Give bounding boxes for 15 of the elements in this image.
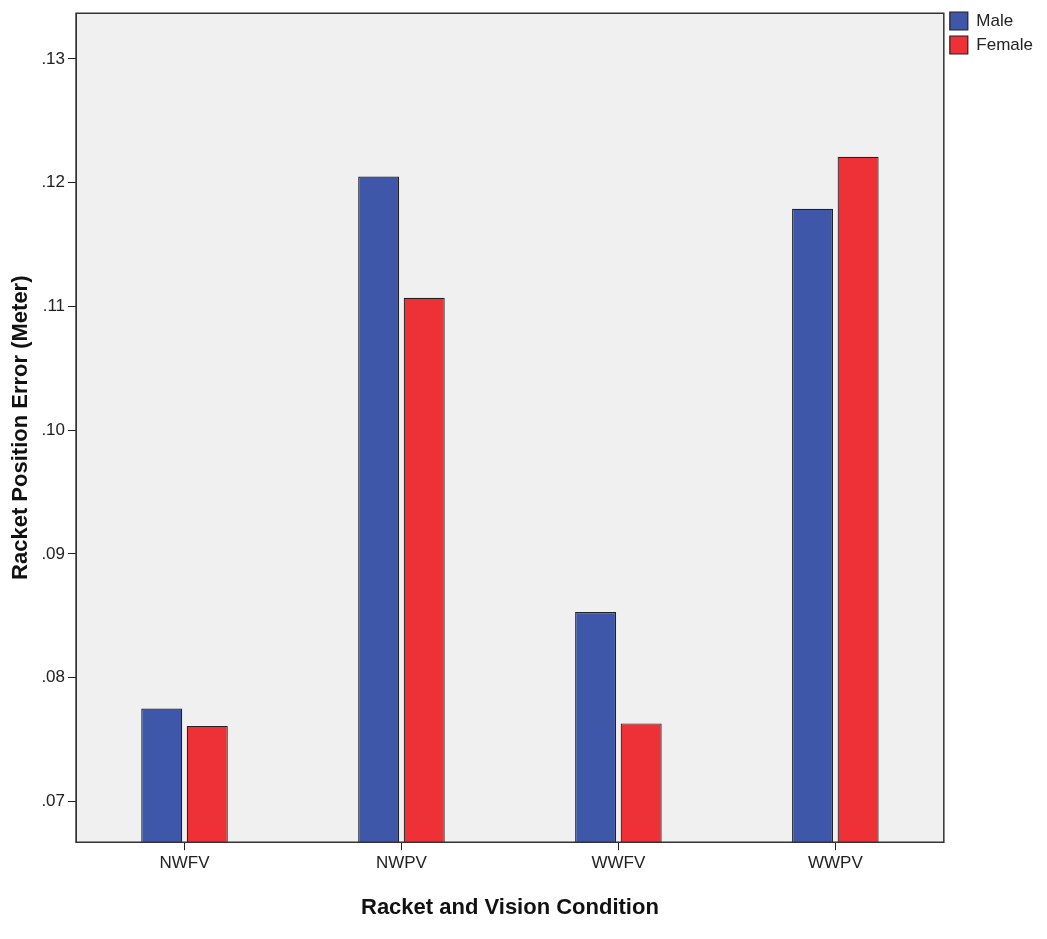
x-tick-label: WWFV xyxy=(591,853,646,873)
y-axis-title: Racket Position Error (Meter) xyxy=(7,275,33,580)
y-tick-label: .08 xyxy=(41,667,66,687)
x-tick-label: NWFV xyxy=(159,853,211,873)
x-axis-title: Racket and Vision Condition xyxy=(360,893,659,919)
y-tick-label: .10 xyxy=(41,419,66,439)
y-tick-label: .07 xyxy=(41,791,66,811)
x-tick-label: NWPV xyxy=(375,853,428,873)
y-tick-label: .09 xyxy=(41,543,66,563)
y-tick-label: .13 xyxy=(41,48,66,68)
y-tick-label: .11 xyxy=(42,296,66,316)
legend-label: Female xyxy=(976,34,1033,54)
x-tick-label: WWPV xyxy=(807,853,864,873)
legend-label: Male xyxy=(976,10,1014,30)
y-tick-label: .12 xyxy=(41,172,66,192)
